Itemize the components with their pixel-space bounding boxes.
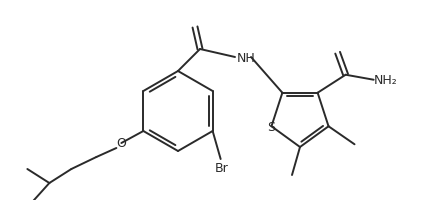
Text: NH₂: NH₂ [374, 74, 397, 87]
Text: S: S [267, 120, 275, 133]
Text: Br: Br [215, 161, 229, 174]
Text: NH: NH [237, 51, 256, 64]
Text: O: O [116, 137, 126, 150]
